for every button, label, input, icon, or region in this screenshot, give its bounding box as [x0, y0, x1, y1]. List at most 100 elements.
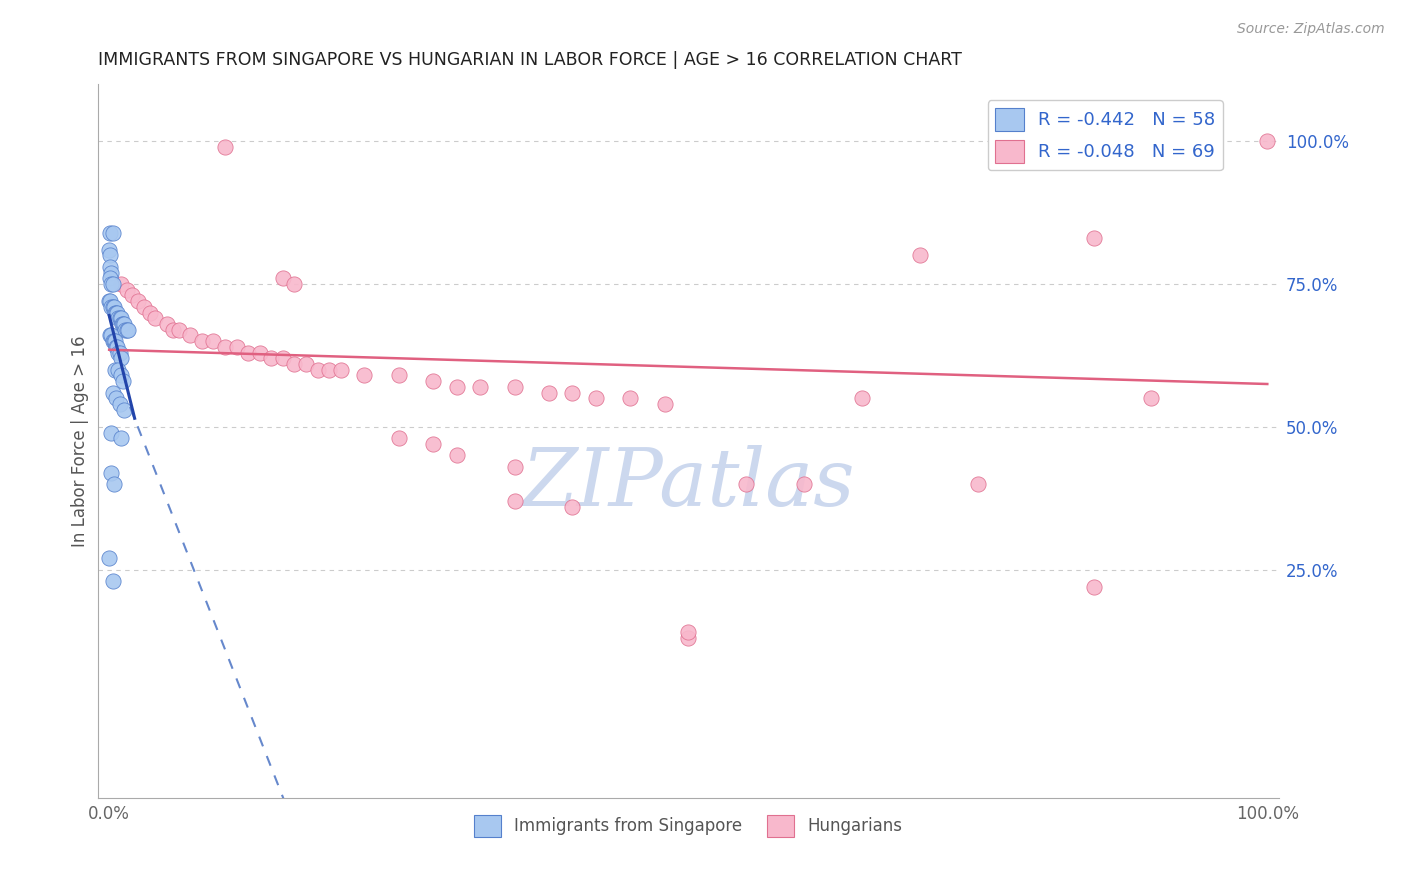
Text: IMMIGRANTS FROM SINGAPORE VS HUNGARIAN IN LABOR FORCE | AGE > 16 CORRELATION CHA: IMMIGRANTS FROM SINGAPORE VS HUNGARIAN I… [97, 51, 962, 69]
Point [162, 323, 184, 337]
Point [111, 317, 134, 331]
Point [114, 323, 136, 337]
Point [104, 362, 127, 376]
Point [110, 368, 132, 383]
Point [100, 328, 122, 343]
Point [101, 226, 124, 240]
Point [108, 345, 131, 359]
Point [676, 625, 699, 640]
Point [676, 631, 699, 645]
Point [1083, 580, 1105, 594]
Point [100, 266, 122, 280]
Point [966, 477, 988, 491]
Point [468, 380, 491, 394]
Point [503, 380, 526, 394]
Point [283, 357, 305, 371]
Point [236, 345, 259, 359]
Point [271, 271, 294, 285]
Point [98, 294, 121, 309]
Point [115, 283, 138, 297]
Point [100, 277, 122, 291]
Point [191, 334, 214, 348]
Text: Source: ZipAtlas.com: Source: ZipAtlas.com [1237, 22, 1385, 37]
Point [422, 374, 444, 388]
Point [295, 357, 318, 371]
Point [793, 477, 815, 491]
Point [103, 300, 125, 314]
Point [538, 385, 561, 400]
Point [561, 500, 583, 514]
Point [271, 351, 294, 366]
Point [225, 340, 247, 354]
Point [132, 300, 155, 314]
Point [103, 334, 125, 348]
Point [503, 459, 526, 474]
Point [214, 140, 236, 154]
Point [249, 345, 271, 359]
Point [110, 431, 132, 445]
Point [101, 574, 124, 588]
Point [179, 328, 201, 343]
Point [108, 311, 131, 326]
Point [307, 362, 329, 376]
Point [110, 311, 132, 326]
Point [202, 334, 225, 348]
Point [388, 431, 411, 445]
Point [100, 425, 122, 440]
Point [388, 368, 411, 383]
Point [121, 288, 143, 302]
Point [353, 368, 375, 383]
Point [138, 305, 160, 319]
Point [107, 311, 129, 326]
Point [156, 317, 179, 331]
Point [112, 317, 135, 331]
Point [110, 351, 132, 366]
Point [98, 328, 121, 343]
Point [167, 323, 190, 337]
Point [98, 294, 121, 309]
Point [108, 397, 131, 411]
Point [104, 305, 127, 319]
Point [112, 374, 135, 388]
Y-axis label: In Labor Force | Age > 16: In Labor Force | Age > 16 [72, 335, 89, 547]
Point [1140, 392, 1163, 406]
Legend: Immigrants from Singapore, Hungarians: Immigrants from Singapore, Hungarians [468, 809, 908, 843]
Point [98, 243, 121, 257]
Point [112, 317, 135, 331]
Point [98, 260, 121, 274]
Point [503, 494, 526, 508]
Point [105, 305, 128, 319]
Point [105, 392, 128, 406]
Point [101, 334, 124, 348]
Text: ZIPatlas: ZIPatlas [522, 445, 855, 523]
Point [585, 392, 607, 406]
Point [101, 385, 124, 400]
Point [654, 397, 676, 411]
Point [851, 392, 873, 406]
Point [283, 277, 305, 291]
Point [260, 351, 283, 366]
Point [98, 226, 121, 240]
Point [105, 340, 128, 354]
Point [103, 477, 125, 491]
Point [127, 294, 149, 309]
Point [98, 271, 121, 285]
Point [145, 311, 167, 326]
Point [329, 362, 352, 376]
Point [98, 551, 121, 566]
Point [101, 300, 124, 314]
Point [1256, 134, 1278, 148]
Point [105, 305, 128, 319]
Point [318, 362, 340, 376]
Point [115, 323, 138, 337]
Point [619, 392, 641, 406]
Point [104, 334, 127, 348]
Point [112, 402, 135, 417]
Point [1083, 231, 1105, 245]
Point [107, 345, 129, 359]
Point [735, 477, 758, 491]
Point [105, 340, 128, 354]
Point [100, 466, 122, 480]
Point [908, 248, 931, 262]
Point [101, 277, 124, 291]
